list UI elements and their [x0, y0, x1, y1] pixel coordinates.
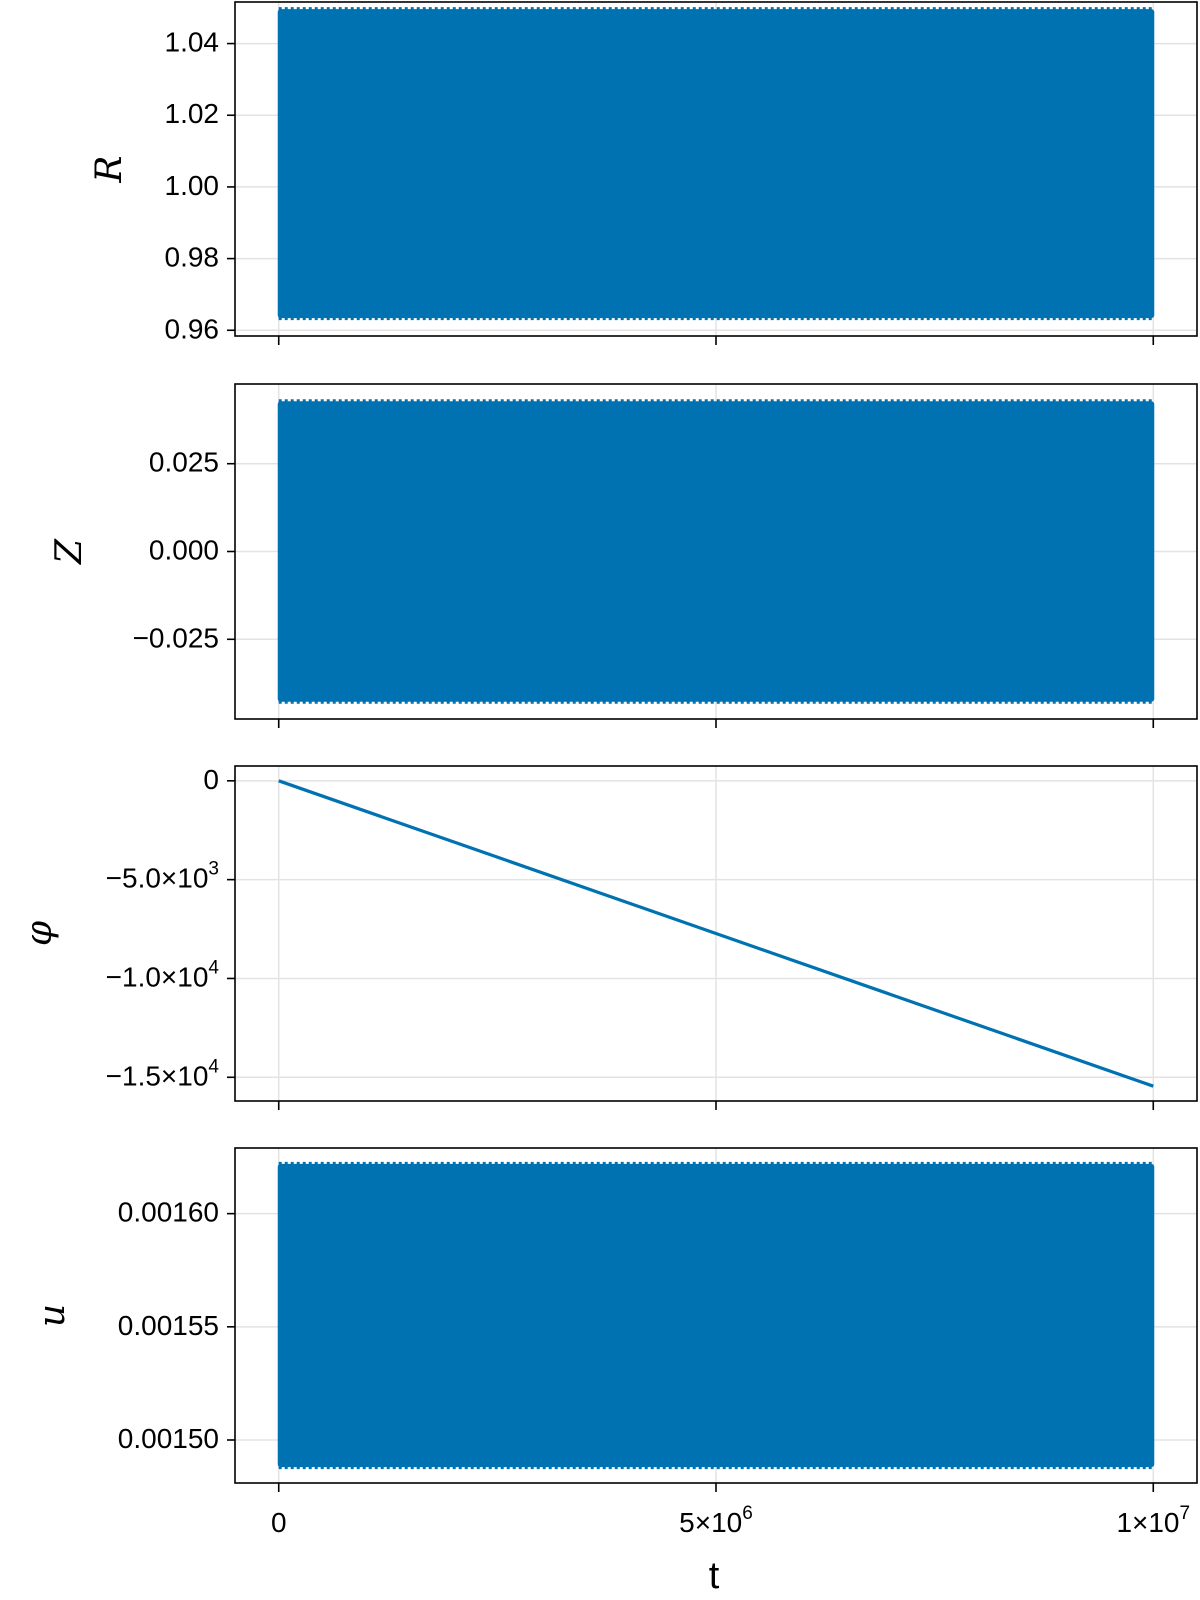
- y-axis-label: R: [89, 155, 130, 183]
- y-tick-label: 0.00155: [118, 1310, 219, 1341]
- x-tick-label: 1×107: [1116, 1503, 1190, 1538]
- y-tick-label: 0.00150: [118, 1423, 219, 1454]
- panel-4: 0.00150 0.00155 0.00160 0 5×106 1×107 u t: [32, 1147, 1198, 1597]
- y-tick-label: −5.0×103: [106, 859, 219, 894]
- series-band: [277, 9, 1155, 319]
- x-tick-label: 5×106: [679, 1503, 753, 1538]
- y-tick-label: 1.04: [165, 27, 220, 58]
- panel-1: 0.96 0.98 1.00 1.02 1.04 R: [89, 1, 1198, 345]
- series-band: [277, 401, 1155, 702]
- y-axis-label: Z: [49, 538, 90, 565]
- y-tick-label: 0.025: [149, 447, 219, 478]
- y-tick-label: 0.98: [165, 242, 220, 273]
- y-tick-label: 1.02: [165, 99, 220, 130]
- y-tick-label: −0.025: [133, 623, 219, 654]
- y-tick-label: 0: [203, 764, 219, 795]
- y-tick-label: 0.000: [149, 535, 219, 566]
- y-tick-label: 0.00160: [118, 1197, 219, 1228]
- y-tick-label: −1.5×104: [106, 1056, 220, 1091]
- series-band: [277, 1163, 1155, 1468]
- panel-3: −1.5×104 −1.0×104 −5.0×103 0 φ: [19, 764, 1198, 1110]
- x-tick-label: 0: [271, 1507, 287, 1538]
- y-tick-label: 0.96: [165, 314, 220, 345]
- y-axis-label: u: [32, 1304, 73, 1327]
- x-axis-label: t: [709, 1555, 720, 1597]
- panel-2: −0.025 0.000 0.025 Z: [49, 383, 1198, 728]
- series-line: [278, 779, 1154, 1088]
- y-tick-label: −1.0×104: [106, 957, 220, 992]
- y-axis-label: φ: [19, 920, 60, 946]
- y-tick-label: 1.00: [165, 170, 220, 201]
